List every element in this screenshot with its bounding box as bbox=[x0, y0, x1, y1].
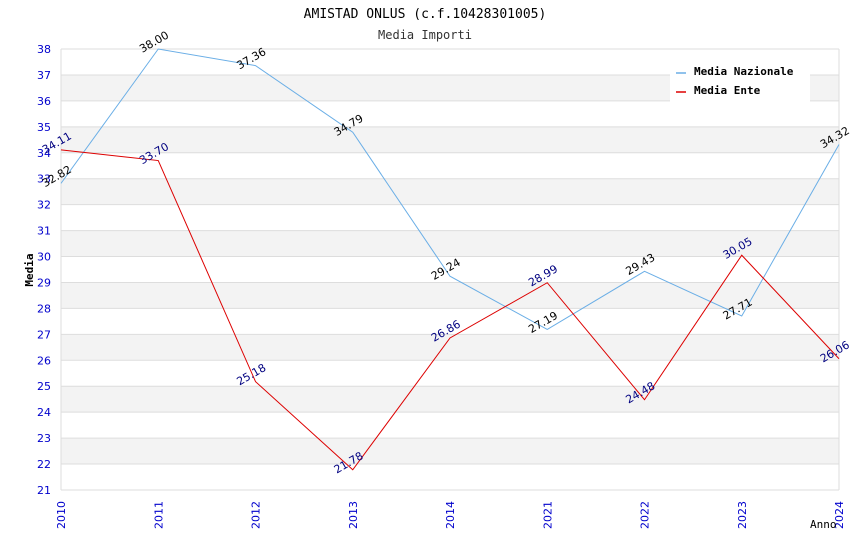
y-tick-label: 27 bbox=[37, 328, 51, 341]
plot-band bbox=[61, 386, 839, 413]
chart-subtitle: Media Importi bbox=[378, 28, 472, 42]
series-line bbox=[60, 48, 840, 330]
legend-box bbox=[670, 60, 810, 102]
series-lines bbox=[60, 48, 840, 471]
y-tick-label: 31 bbox=[37, 225, 51, 238]
y-tick-label: 30 bbox=[37, 251, 51, 264]
axes: 21 22 23 24 25 26 27 28 29 30 31 32 33 34 35 36 37 38 2010… bbox=[37, 43, 846, 529]
data-label: 25.18 bbox=[235, 361, 269, 388]
x-tick-label: 2023 bbox=[736, 501, 749, 529]
y-tick-label: 33 bbox=[37, 173, 51, 186]
legend: Media Nazionale Media Ente bbox=[670, 60, 810, 102]
plot-band bbox=[61, 438, 839, 465]
y-tick-label: 21 bbox=[37, 484, 51, 497]
legend-label-nazionale: Media Nazionale bbox=[694, 65, 794, 78]
y-tick-label: 28 bbox=[37, 302, 51, 315]
x-tick-label: 2010 bbox=[55, 501, 68, 529]
y-axis-label: Media bbox=[23, 253, 36, 286]
y-tick-label: 25 bbox=[37, 380, 51, 393]
x-tick-label: 2021 bbox=[541, 501, 554, 529]
y-tick-label: 29 bbox=[37, 276, 51, 289]
y-tick-label: 37 bbox=[37, 69, 51, 82]
x-tick-label: 2013 bbox=[347, 501, 360, 529]
x-tick-label: 2024 bbox=[833, 501, 846, 529]
series-line bbox=[60, 149, 840, 471]
legend-label-ente: Media Ente bbox=[694, 84, 761, 97]
data-label: 38.00 bbox=[137, 29, 171, 56]
y-tick-label: 36 bbox=[37, 95, 51, 108]
plot-band bbox=[61, 178, 839, 205]
y-tick-label: 26 bbox=[37, 354, 51, 367]
x-axis-label: Anno bbox=[810, 518, 837, 531]
x-tick-label: 2011 bbox=[152, 501, 165, 529]
plot-bands bbox=[61, 74, 839, 465]
y-tick-label: 22 bbox=[37, 458, 51, 471]
data-label: 27.19 bbox=[526, 309, 560, 336]
y-tick-label: 32 bbox=[37, 199, 51, 212]
y-tick-label: 34 bbox=[37, 147, 51, 160]
y-tick-label: 38 bbox=[37, 43, 51, 56]
chart-title: AMISTAD ONLUS (c.f.10428301005) bbox=[304, 7, 547, 22]
plot-band bbox=[61, 126, 839, 153]
y-tick-label: 23 bbox=[37, 432, 51, 445]
x-tick-label: 2012 bbox=[250, 501, 263, 529]
x-tick-label: 2022 bbox=[639, 501, 652, 529]
y-tick-label: 35 bbox=[37, 121, 51, 134]
data-label: 29.24 bbox=[429, 256, 463, 283]
y-tick-label: 24 bbox=[37, 406, 51, 419]
plot-band bbox=[61, 282, 839, 309]
x-tick-label: 2014 bbox=[444, 501, 457, 529]
